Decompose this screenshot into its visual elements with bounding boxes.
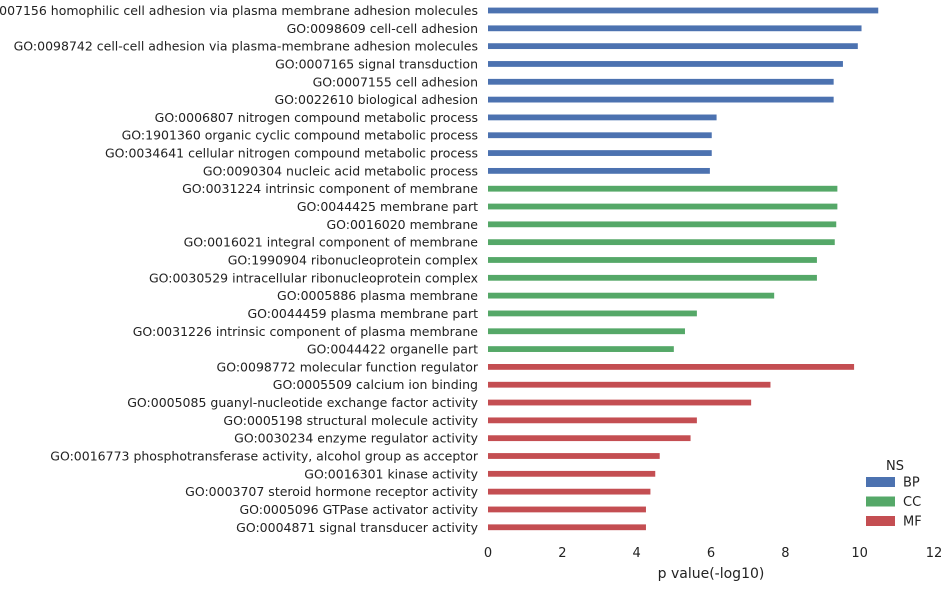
category-label: GO:0003707 steroid hormone receptor acti… — [185, 484, 478, 499]
bar — [488, 61, 843, 67]
bar — [488, 453, 660, 459]
category-label: GO:0031224 intrinsic component of membra… — [182, 181, 478, 196]
category-label: GO:0016773 phosphotransferase activity, … — [50, 449, 479, 464]
bar — [488, 470, 656, 477]
x-tick-label: 12 — [926, 546, 943, 561]
bar — [488, 506, 646, 513]
category-label: GO:0004871 signal transducer activity — [236, 520, 478, 535]
category-label: GO:0005198 structural molecule activity — [223, 413, 478, 428]
bar — [488, 435, 691, 442]
category-label: GO:0005509 calcium ion binding — [273, 377, 478, 392]
category-label: GO:0005085 guanyl-nucleotide exchange fa… — [127, 395, 478, 410]
bar — [488, 399, 752, 406]
category-label: GO:0005096 GTPase activator activity — [239, 502, 478, 517]
bar — [488, 96, 834, 103]
category-label: GO:0016021 integral component of membran… — [184, 235, 479, 250]
bar — [488, 239, 835, 246]
bar — [488, 417, 697, 424]
x-tick-label: 4 — [633, 546, 641, 561]
category-label: GO:0016020 membrane — [326, 217, 478, 232]
legend-title: NS — [886, 459, 904, 474]
category-label: GO:0034641 cellular nitrogen compound me… — [105, 146, 478, 161]
bar — [488, 221, 837, 228]
category-label: GO:0005886 plasma membrane — [277, 288, 478, 303]
category-label: GO:0098772 molecular function regulator — [217, 359, 479, 374]
category-label: GO:1990904 ribonucleoprotein complex — [228, 252, 478, 267]
x-tick-label: 2 — [558, 546, 566, 561]
category-label: GO:0007156 homophilic cell adhesion via … — [0, 3, 478, 18]
bar — [488, 524, 646, 531]
x-axis-label: p value(-log10) — [658, 566, 765, 582]
legend-swatch — [866, 496, 895, 507]
bar — [488, 7, 879, 14]
category-label: GO:0006807 nitrogen compound metabolic p… — [155, 110, 478, 125]
bar — [488, 488, 651, 495]
category-label: GO:0044459 plasma membrane part — [247, 306, 478, 321]
legend-swatch — [866, 477, 895, 487]
bar — [488, 381, 771, 388]
bar — [488, 78, 834, 85]
category-label: GO:0016301 kinase activity — [304, 466, 478, 481]
bar — [488, 203, 838, 210]
bar — [488, 114, 717, 121]
legend: NS BP CC MF — [866, 459, 922, 530]
bar — [488, 150, 712, 156]
category-label: GO:0098742 cell-cell adhesion via plasma… — [14, 39, 478, 54]
bar — [488, 25, 862, 32]
category-labels: GO:0007156 homophilic cell adhesion via … — [0, 3, 479, 535]
bar — [488, 167, 710, 174]
x-tick-label: 0 — [484, 546, 492, 561]
category-label: GO:0044425 membrane part — [297, 199, 478, 214]
legend-label: MF — [903, 515, 922, 530]
category-label: GO:0031226 intrinsic component of plasma… — [133, 324, 479, 339]
category-label: GO:0007155 cell adhesion — [313, 74, 478, 89]
category-label: GO:0030234 enzyme regulator activity — [234, 431, 478, 446]
x-tick-label: 6 — [707, 546, 715, 561]
legend-swatch — [866, 516, 895, 526]
bar — [488, 257, 817, 263]
x-tick-label: 10 — [851, 546, 868, 561]
bars-layer — [488, 7, 879, 531]
bar — [488, 364, 855, 370]
bar — [488, 328, 685, 335]
category-label: GO:0044422 organelle part — [307, 342, 478, 357]
category-label: GO:0090304 nucleic acid metabolic proces… — [203, 163, 478, 178]
bar — [488, 43, 858, 50]
bar — [488, 310, 697, 317]
category-label: GO:0098609 cell-cell adhesion — [287, 21, 478, 36]
x-tick-label: 8 — [781, 546, 789, 561]
bar — [488, 132, 712, 139]
bar — [488, 274, 817, 281]
x-axis-ticks: 0 2 4 6 8 10 12 — [484, 546, 942, 561]
legend-label: BP — [903, 476, 920, 491]
category-label: GO:0022610 biological adhesion — [275, 92, 479, 107]
bar — [488, 185, 838, 192]
category-label: GO:1901360 organic cyclic compound metab… — [122, 128, 478, 143]
bar — [488, 346, 674, 352]
category-label: GO:0007165 signal transduction — [275, 56, 478, 71]
category-label: GO:0030529 intracellular ribonucleoprote… — [149, 270, 478, 285]
bar — [488, 292, 775, 299]
legend-label: CC — [903, 495, 921, 510]
